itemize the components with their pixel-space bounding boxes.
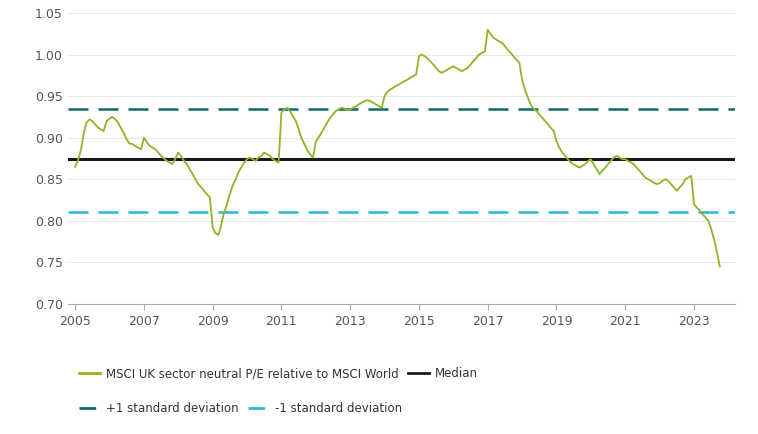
Legend: +1 standard deviation, -1 standard deviation: +1 standard deviation, -1 standard devia… xyxy=(74,398,407,420)
